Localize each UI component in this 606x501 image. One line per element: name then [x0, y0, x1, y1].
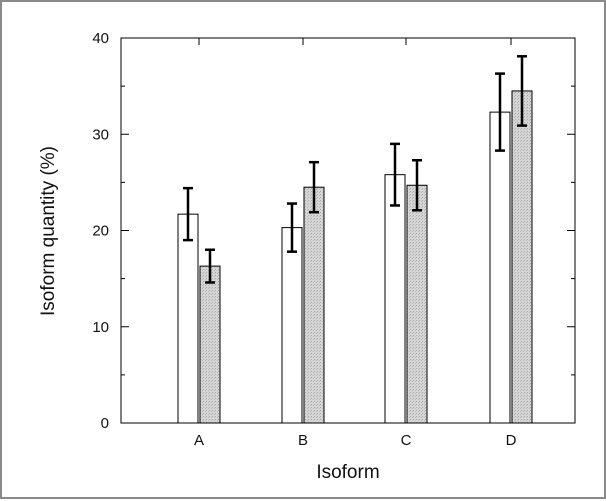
error-bars-group	[183, 55, 527, 284]
bar-series-1-D	[489, 111, 511, 424]
x-tick-label: B	[298, 432, 308, 449]
y-tick-label: 0	[101, 415, 109, 432]
bar-series-1-A	[177, 213, 199, 424]
x-tick-label: A	[194, 432, 204, 449]
bar-series-1-B	[281, 227, 303, 424]
bar-series-2-C	[406, 184, 428, 424]
bar-series-2-A	[199, 265, 221, 424]
bar-series-2-D	[511, 90, 533, 424]
x-tick-label: D	[506, 432, 517, 449]
x-axis-title: Isoform	[316, 462, 379, 483]
x-tick-label: C	[401, 432, 412, 449]
x-axis: A B C D	[194, 38, 517, 449]
y-axis: 0 10 20 30 40	[92, 30, 575, 432]
y-axis-title: Isoform quantity (%)	[38, 146, 59, 316]
y-tick-label: 20	[92, 223, 109, 240]
bar-series-1-C	[384, 174, 406, 424]
y-tick-label: 40	[92, 30, 109, 47]
y-tick-label: 30	[92, 126, 109, 143]
bars-group	[177, 90, 533, 424]
bar-series-2-B	[303, 186, 325, 424]
y-tick-label: 10	[92, 319, 109, 336]
